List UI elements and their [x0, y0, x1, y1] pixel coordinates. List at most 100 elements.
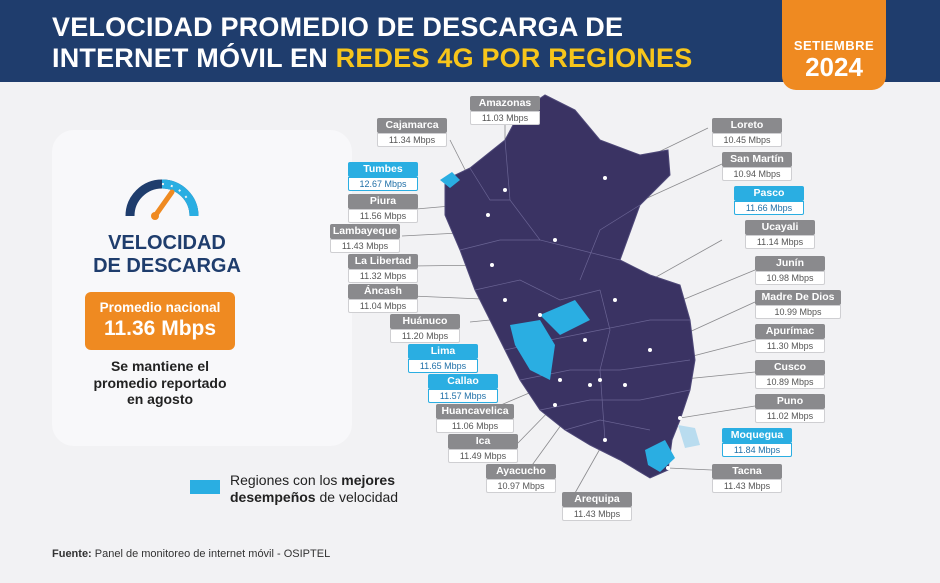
region-value: 11.14 Mbps — [745, 235, 815, 249]
region-value: 10.99 Mbps — [755, 305, 841, 319]
region-label-san-martin: San Martín 10.94 Mbps — [722, 152, 792, 181]
national-average-box: Promedio nacional 11.36 Mbps — [85, 292, 235, 350]
region-label-callao: Callao 11.57 Mbps — [428, 374, 498, 403]
region-name: Piura — [348, 194, 418, 209]
region-value: 11.03 Mbps — [470, 111, 540, 125]
note-line-1: Se mantiene el — [110, 358, 210, 374]
region-label-junin: Junín 10.98 Mbps — [755, 256, 825, 285]
region-value: 12.67 Mbps — [348, 177, 418, 191]
region-name: Madre De Dios — [755, 290, 841, 305]
region-label-arequipa: Arequipa 11.43 Mbps — [562, 492, 632, 521]
region-name: Amazonas — [470, 96, 540, 111]
source-note: Fuente: Panel de monitoreo de internet m… — [52, 548, 330, 560]
region-label-apurimac: Apurímac 11.30 Mbps — [755, 324, 825, 353]
note-line-3: en agosto — [126, 391, 194, 407]
region-value: 11.65 Mbps — [408, 359, 478, 373]
source-text: Panel de monitoreo de internet móvil - O… — [91, 548, 331, 560]
region-name: Pasco — [734, 186, 804, 201]
legend-swatch — [190, 480, 220, 494]
region-name: Lambayeque — [330, 224, 400, 239]
region-value: 11.30 Mbps — [755, 339, 825, 353]
region-label-ica: Ica 11.49 Mbps — [448, 434, 518, 463]
region-value: 11.06 Mbps — [436, 419, 514, 433]
speed-heading-2: DE DESCARGA — [93, 255, 241, 277]
source-label: Fuente: — [52, 548, 92, 560]
region-moquegua-best — [645, 440, 675, 472]
region-label-huancavelica: Huancavelica 11.06 Mbps — [436, 404, 514, 433]
page-title: VELOCIDAD PROMEDIO DE DESCARGA DE INTERN… — [52, 12, 692, 74]
date-year: 2024 — [805, 52, 863, 82]
region-name: Huancavelica — [436, 404, 514, 419]
region-name: Cusco — [755, 360, 825, 375]
title-line-1: VELOCIDAD PROMEDIO DE DESCARGA DE — [52, 12, 624, 42]
region-value: 11.43 Mbps — [330, 239, 400, 253]
region-label-amazonas: Amazonas 11.03 Mbps — [470, 96, 540, 125]
region-name: Huánuco — [390, 314, 460, 329]
region-name: Lima — [408, 344, 478, 359]
title-line-2: INTERNET MÓVIL EN REDES 4G POR REGIONES — [52, 43, 692, 74]
region-label-ayacucho: Ayacucho 10.97 Mbps — [486, 464, 556, 493]
region-value: 10.94 Mbps — [722, 167, 792, 181]
title-highlight: REDES 4G POR REGIONES — [335, 43, 693, 73]
region-label-ucayali: Ucayali 11.14 Mbps — [745, 220, 815, 249]
region-label-huanuco: Huánuco 11.20 Mbps — [390, 314, 460, 343]
region-name: Puno — [755, 394, 825, 409]
average-note: Se mantiene el promedio reportado en ago… — [60, 358, 260, 408]
region-label-loreto: Loreto 10.45 Mbps — [712, 118, 782, 147]
region-value: 11.43 Mbps — [562, 507, 632, 521]
region-tumbes-best — [440, 172, 460, 188]
speed-heading: VELOCIDAD DE DESCARGA — [52, 232, 282, 278]
summary-panel — [52, 130, 352, 446]
region-lima-best — [510, 320, 555, 380]
region-name: San Martín — [722, 152, 792, 167]
speed-heading-1: VELOCIDAD — [108, 232, 226, 254]
legend-text: Regiones con los mejores desempeños de ve… — [230, 472, 460, 506]
region-name: Áncash — [348, 284, 418, 299]
region-label-cusco: Cusco 10.89 Mbps — [755, 360, 825, 389]
region-value: 11.32 Mbps — [348, 269, 418, 283]
region-value: 11.49 Mbps — [448, 449, 518, 463]
note-line-2: promedio reportado — [93, 374, 227, 391]
region-value: 11.34 Mbps — [377, 133, 447, 147]
region-label-puno: Puno 11.02 Mbps — [755, 394, 825, 423]
region-name: Ica — [448, 434, 518, 449]
region-label-pasco: Pasco 11.66 Mbps — [734, 186, 804, 215]
date-month: SETIEMBRE — [793, 38, 875, 53]
region-name: Callao — [428, 374, 498, 389]
region-name: Apurímac — [755, 324, 825, 339]
lake-titicaca — [678, 425, 700, 448]
region-name: La Libertad — [348, 254, 418, 269]
region-name: Loreto — [712, 118, 782, 133]
region-value: 10.97 Mbps — [486, 479, 556, 493]
national-average-label: Promedio nacional — [99, 300, 221, 315]
legend-text-a: Regiones con los — [230, 472, 342, 488]
region-label-madre-de-dios: Madre De Dios 10.99 Mbps — [755, 290, 841, 319]
region-value: 10.45 Mbps — [712, 133, 782, 147]
region-name: Moquegua — [722, 428, 792, 443]
region-value: 11.66 Mbps — [734, 201, 804, 215]
region-label-cajamarca: Cajamarca 11.34 Mbps — [377, 118, 447, 147]
region-label-tacna: Tacna 11.43 Mbps — [712, 464, 782, 493]
region-name: Tumbes — [348, 162, 418, 177]
region-name: Ayacucho — [486, 464, 556, 479]
region-value: 11.02 Mbps — [755, 409, 825, 423]
region-label-ancash: Áncash 11.04 Mbps — [348, 284, 418, 313]
region-value: 10.89 Mbps — [755, 375, 825, 389]
region-value: 11.20 Mbps — [390, 329, 460, 343]
region-label-piura: Piura 11.56 Mbps — [348, 194, 418, 223]
region-value: 11.84 Mbps — [722, 443, 792, 457]
region-label-lambayeque: Lambayeque 11.43 Mbps — [330, 224, 400, 253]
region-value: 11.56 Mbps — [348, 209, 418, 223]
region-name: Ucayali — [745, 220, 815, 235]
title-line-2-a: INTERNET MÓVIL EN — [52, 43, 336, 73]
region-value: 10.98 Mbps — [755, 271, 825, 285]
legend-text-b: mejores — [341, 472, 395, 488]
region-name: Cajamarca — [377, 118, 447, 133]
region-name: Tacna — [712, 464, 782, 479]
region-label-la-libertad: La Libertad 11.32 Mbps — [348, 254, 418, 283]
peru-silhouette — [444, 94, 696, 479]
region-label-lima: Lima 11.65 Mbps — [408, 344, 478, 373]
date-badge: SETIEMBRE 2024 — [782, 0, 886, 90]
region-label-tumbes: Tumbes 12.67 Mbps — [348, 162, 418, 191]
